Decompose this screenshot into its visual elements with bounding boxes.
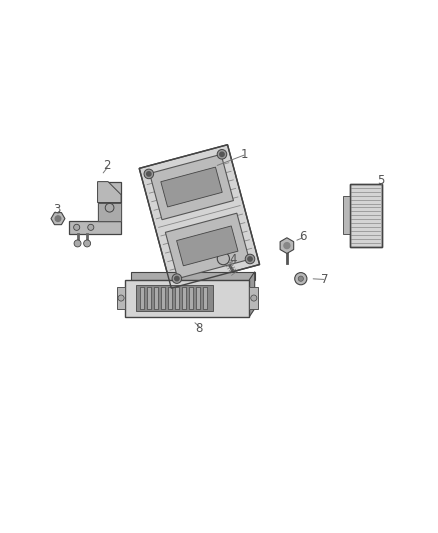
Bar bbox=[136, 285, 213, 311]
Polygon shape bbox=[98, 182, 121, 221]
Circle shape bbox=[147, 172, 151, 176]
Text: 7: 7 bbox=[321, 273, 328, 286]
Bar bbox=[196, 287, 200, 309]
Circle shape bbox=[175, 277, 179, 281]
Circle shape bbox=[220, 152, 224, 157]
Bar bbox=[182, 287, 186, 309]
Polygon shape bbox=[51, 213, 65, 224]
Bar bbox=[350, 184, 382, 247]
Polygon shape bbox=[161, 167, 222, 207]
Bar bbox=[250, 287, 258, 309]
Bar bbox=[350, 184, 382, 247]
Polygon shape bbox=[280, 238, 294, 254]
Polygon shape bbox=[69, 221, 121, 234]
Bar bbox=[154, 287, 158, 309]
Polygon shape bbox=[250, 272, 254, 317]
Circle shape bbox=[55, 216, 61, 221]
Circle shape bbox=[118, 295, 124, 301]
Bar bbox=[140, 287, 144, 309]
Circle shape bbox=[105, 204, 114, 212]
Text: 1: 1 bbox=[240, 148, 248, 161]
Circle shape bbox=[298, 276, 304, 281]
Circle shape bbox=[74, 224, 80, 230]
Polygon shape bbox=[166, 213, 249, 279]
Text: 2: 2 bbox=[103, 159, 110, 172]
Bar bbox=[189, 287, 193, 309]
Circle shape bbox=[251, 295, 257, 301]
Polygon shape bbox=[139, 145, 260, 288]
Text: 4: 4 bbox=[229, 254, 237, 266]
Bar bbox=[175, 287, 179, 309]
Text: 8: 8 bbox=[196, 322, 203, 335]
Bar bbox=[147, 287, 151, 309]
Circle shape bbox=[88, 224, 94, 230]
Polygon shape bbox=[177, 226, 238, 266]
Polygon shape bbox=[150, 155, 233, 220]
Bar bbox=[343, 197, 350, 235]
Bar bbox=[161, 287, 165, 309]
Text: 6: 6 bbox=[299, 230, 306, 244]
Circle shape bbox=[144, 169, 154, 179]
Circle shape bbox=[172, 274, 182, 284]
Circle shape bbox=[74, 240, 81, 247]
Circle shape bbox=[248, 257, 252, 261]
Circle shape bbox=[217, 253, 230, 265]
Text: 5: 5 bbox=[377, 174, 385, 187]
Polygon shape bbox=[98, 182, 121, 203]
Bar bbox=[203, 287, 207, 309]
Polygon shape bbox=[98, 203, 121, 221]
Circle shape bbox=[217, 150, 227, 159]
Circle shape bbox=[284, 243, 290, 248]
Bar bbox=[125, 279, 250, 317]
Text: 3: 3 bbox=[53, 203, 61, 215]
Bar bbox=[117, 287, 125, 309]
Polygon shape bbox=[131, 272, 254, 279]
Circle shape bbox=[245, 254, 255, 264]
Circle shape bbox=[295, 272, 307, 285]
Bar bbox=[168, 287, 172, 309]
Circle shape bbox=[84, 240, 91, 247]
